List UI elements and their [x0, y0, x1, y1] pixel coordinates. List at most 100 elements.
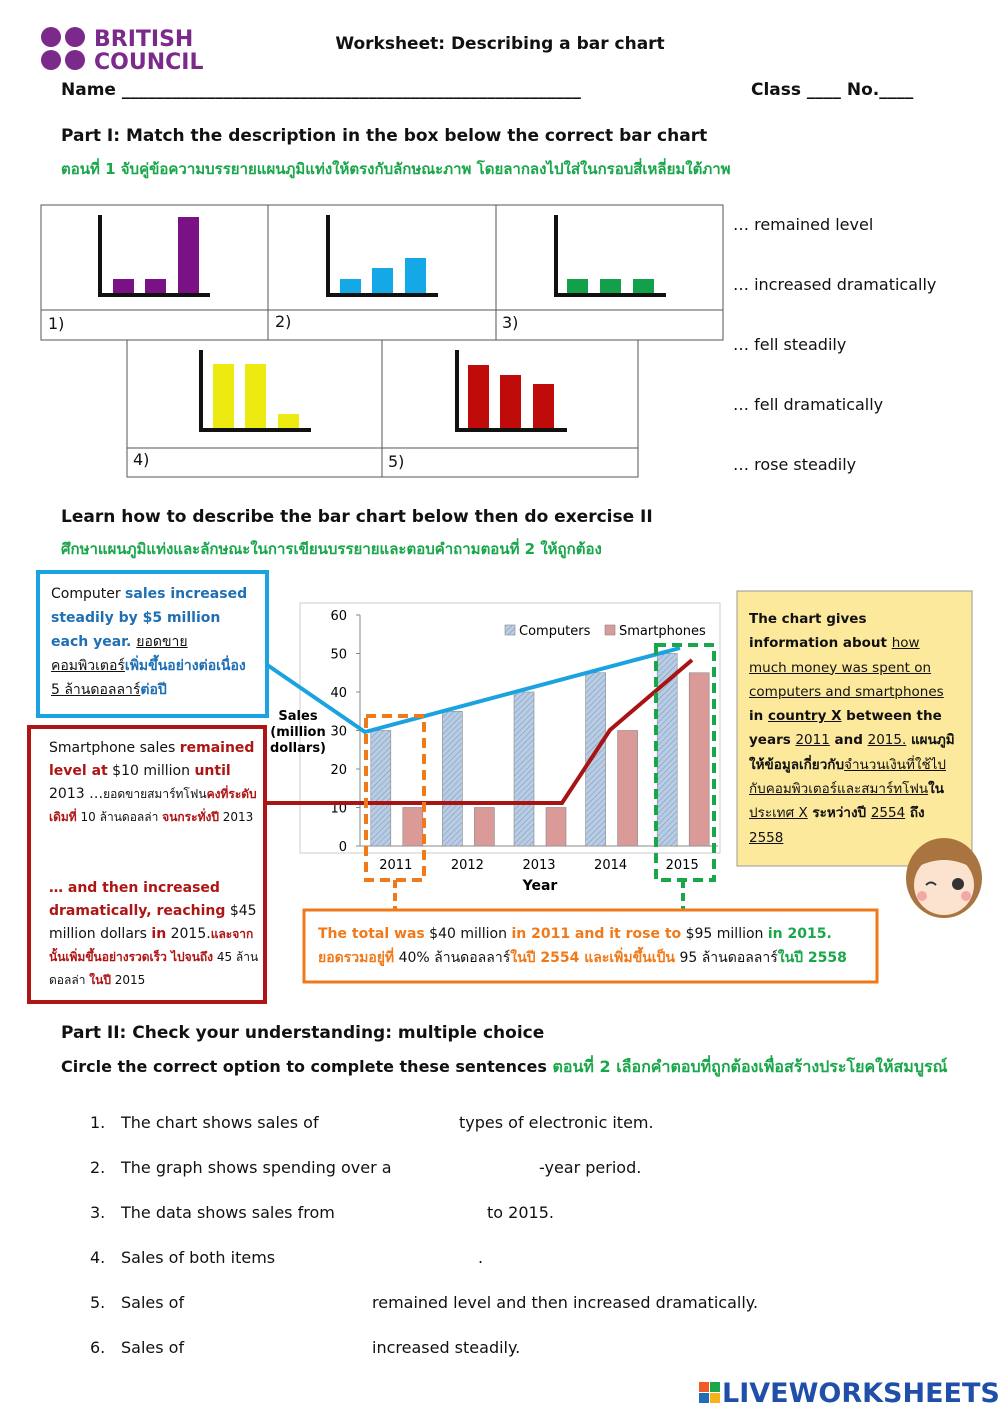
x-tick-label: 2014: [594, 858, 627, 873]
legend-label: Computers: [519, 624, 591, 639]
logo-text: BRITISH: [94, 27, 193, 52]
heading-thai: ศึกษาแผนภูมิแท่งและลักษณะในการเขียนบรรยา…: [61, 540, 602, 558]
note-text: Smartphone sales remained level at $10 m…: [49, 737, 259, 829]
question-text: The data shows sales from: [121, 1203, 335, 1222]
text-run: คงที่ระดับเดิมที่: [49, 787, 257, 824]
chart-frame: [299, 602, 721, 854]
text-run: ตอนที่ 2 เลือกคำตอบที่ถูกต้องเพื่อสร้างป…: [552, 1057, 948, 1076]
y-tick-label: 40: [330, 686, 347, 701]
y-axis-label: Sales: [278, 709, 317, 724]
text-run: 2554: [870, 805, 906, 822]
y-tick-label: 0: [339, 840, 347, 855]
x-tick-label: 2012: [451, 858, 484, 873]
text-run: 2015.: [166, 926, 211, 942]
text-run: The chart gives information about: [749, 611, 892, 652]
x-tick-label: 2013: [522, 858, 555, 873]
text-run: 2013: [218, 810, 254, 824]
instruction: Circle the correct option to complete th…: [61, 1052, 951, 1082]
footer-icon: [699, 1382, 720, 1403]
note-text: ยอดรวมอยู่ที่ 40% ล้านดอลลาร์ในปี 2554 แ…: [318, 946, 873, 970]
text-run: country X: [767, 708, 842, 725]
name-line: Name ___________________________________…: [61, 80, 581, 100]
box-label: 1): [48, 314, 65, 333]
text-run: 2015.: [867, 732, 907, 749]
y-tick-label: 10: [330, 802, 347, 817]
y-tick-label: 30: [330, 725, 347, 740]
title: Worksheet: Describing a bar chart: [335, 34, 665, 54]
mini-axes: [98, 215, 666, 432]
box-label: 2): [275, 312, 292, 331]
text-run: between the years: [749, 708, 942, 749]
x-tick-label: 2011: [379, 858, 412, 873]
trend-line: [262, 658, 694, 805]
note-text: … and then increased dramatically, reach…: [49, 877, 259, 992]
text-run: 5 ล้านดอลลาร์: [51, 682, 141, 698]
y-tick-label: 60: [330, 609, 347, 624]
text-run: 10 ล้านดอลล่า: [76, 810, 163, 824]
note-text: The total was $40 million in 2011 and it…: [318, 922, 873, 946]
box-label: 4): [133, 450, 150, 469]
mini-bars: [113, 217, 654, 428]
y-tick-label: 20: [330, 763, 347, 778]
question-number: 1.: [90, 1113, 106, 1132]
question-text: types of electronic item.: [459, 1113, 654, 1132]
class-line: Class ____ No.____: [751, 80, 914, 100]
note-text: The chart gives information about how mu…: [749, 607, 959, 850]
text-run: จำนวนเงินที่ใช้ไปกับคอมพิวเตอร์และสมาร์ท…: [749, 756, 947, 798]
text-run: ยอดขายคอมพิวเตอร์: [51, 634, 188, 674]
text-run: in 2015.: [767, 926, 832, 942]
x-axis-label: Year: [522, 878, 558, 894]
text-run: ในปี: [89, 973, 111, 987]
text-run: $45 million dollars: [49, 903, 257, 942]
text-run: $5 million: [137, 610, 221, 626]
note-text: Computer sales increased steadily by $5 …: [51, 582, 256, 702]
text-run: each year.: [51, 634, 137, 650]
text-run: 45 ล้านดอลล่า: [49, 950, 259, 987]
heading: Part II: Check your understanding: multi…: [61, 1023, 545, 1043]
bar: [513, 691, 535, 847]
option: … increased dramatically: [733, 275, 937, 294]
bar: [442, 710, 463, 847]
text-run: 2558: [749, 829, 784, 846]
text-run: Computer: [51, 586, 126, 602]
question-text: The chart shows sales of: [121, 1113, 319, 1132]
text-run: ยอดรวมอยู่ที่: [318, 950, 395, 966]
bar: [474, 807, 495, 847]
text-run: and: [829, 732, 868, 749]
x-tick-label: 2015: [666, 858, 699, 873]
text-run: 95 ล้านดอลลาร์: [675, 950, 778, 966]
question-text: Sales of: [121, 1338, 185, 1357]
text-run: ถึง: [905, 805, 925, 822]
question-number: 5.: [90, 1293, 106, 1312]
logo-text: COUNCIL: [94, 50, 203, 75]
text-run: เพิ่มขึ้นอย่างต่อเนื่อง: [124, 658, 246, 674]
text-run: $40 million: [424, 926, 512, 942]
question-text: remained level and then increased dramat…: [372, 1293, 759, 1312]
text-run: $10 million: [107, 763, 195, 779]
heading: Part I: Match the description in the box…: [61, 126, 708, 146]
text-run: จนกระทั่งปี: [162, 810, 219, 824]
y-axis-label: (million: [270, 725, 326, 740]
text-run: แผนภูมิให้ข้อมูลเกี่ยวกับ: [749, 732, 955, 773]
note-box: [302, 908, 879, 984]
text-run: ระหว่างปี: [807, 805, 871, 822]
text-run: ในปี 2558: [777, 950, 847, 966]
brand: LIVEWORKSHEETS: [722, 1378, 1000, 1409]
text-run: … and then increased dramatically, reach…: [49, 880, 226, 919]
text-run: how much money was spent on computers an…: [749, 635, 944, 700]
text-run: และจากนั้นเพิ่มขึ้นอย่างรวดเร็ว ไปจนถึง: [49, 927, 254, 964]
note-box: [27, 725, 267, 1004]
text-run: in: [749, 708, 768, 725]
question-text: increased steadily.: [372, 1338, 521, 1357]
text-run: 2011: [795, 732, 830, 749]
bar: [402, 807, 424, 847]
bar: [585, 672, 606, 847]
logo-mark: [41, 27, 85, 70]
legend-label: Smartphones: [619, 624, 706, 639]
girl-icon: [906, 838, 982, 918]
bar: [688, 672, 710, 847]
question-text: .: [478, 1248, 484, 1267]
